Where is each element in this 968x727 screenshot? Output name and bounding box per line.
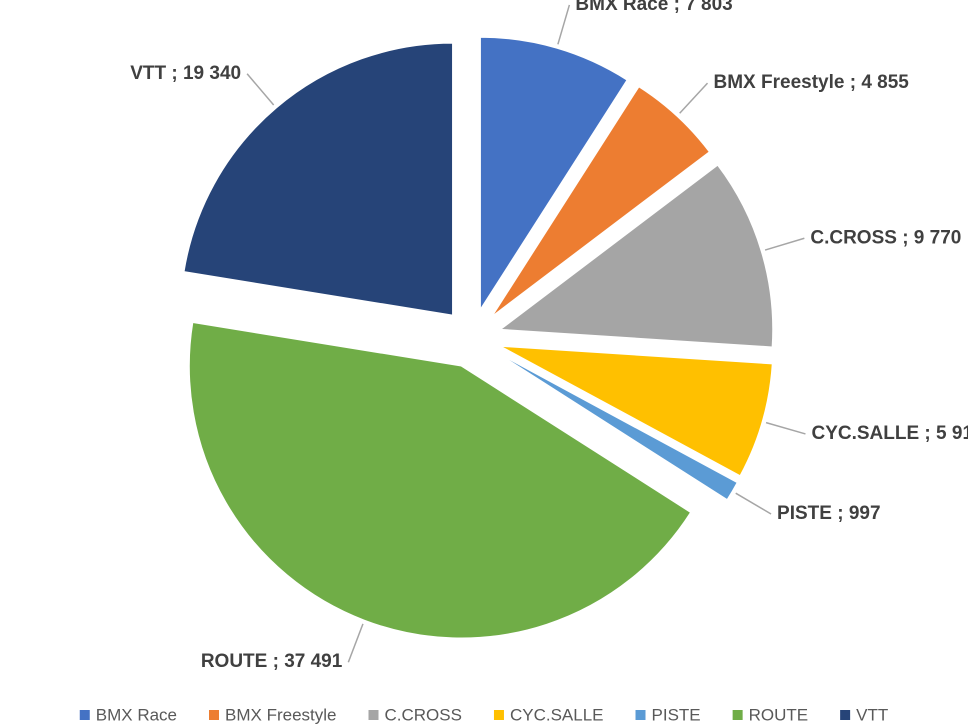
data-label: ROUTE ; 37 491: [201, 651, 343, 672]
legend-swatch: [209, 710, 220, 720]
data-label: PISTE ; 997: [777, 503, 881, 524]
pie-slice: [188, 321, 692, 639]
pie-slice: [500, 345, 773, 477]
leader-line: [557, 4, 571, 45]
legend-label: BMX Race: [96, 705, 177, 724]
legend-swatch: [840, 710, 851, 720]
legend-swatch: [635, 710, 646, 720]
pie-slice: [183, 42, 454, 316]
leader-line: [246, 73, 275, 106]
leader-line: [679, 82, 709, 114]
data-label: VTT ; 19 340: [130, 63, 241, 84]
legend-swatch: [79, 710, 90, 720]
data-label: CYC.SALLE ; 5 910: [811, 423, 968, 444]
data-label: BMX Freestyle ; 4 855: [714, 72, 910, 93]
leader-line: [735, 492, 772, 515]
pie-slice: [491, 86, 710, 317]
data-label: BMX Race ; 7 803: [575, 0, 732, 15]
legend-swatch: [732, 710, 743, 720]
legend-label: C.CROSS: [384, 705, 461, 724]
legend-label: ROUTE: [749, 705, 809, 724]
legend-label: PISTE: [652, 705, 701, 724]
legend-label: VTT: [856, 705, 888, 724]
leader-line: [347, 623, 364, 663]
legend: BMX Race BMX Freestyle C.CROSS CYC.SALLE PIS…: [79, 705, 888, 724]
leader-line: [764, 237, 805, 251]
pie-slice: [497, 352, 738, 501]
pie-slice: [479, 36, 628, 311]
legend-swatch: [493, 710, 504, 720]
legend-swatch: [368, 710, 379, 720]
legend-label: CYC.SALLE: [510, 705, 604, 724]
data-label: C.CROSS ; 9 770: [810, 227, 961, 248]
pie-slice: [499, 164, 774, 348]
legend-label: BMX Freestyle: [225, 705, 336, 724]
leader-line: [765, 421, 806, 435]
